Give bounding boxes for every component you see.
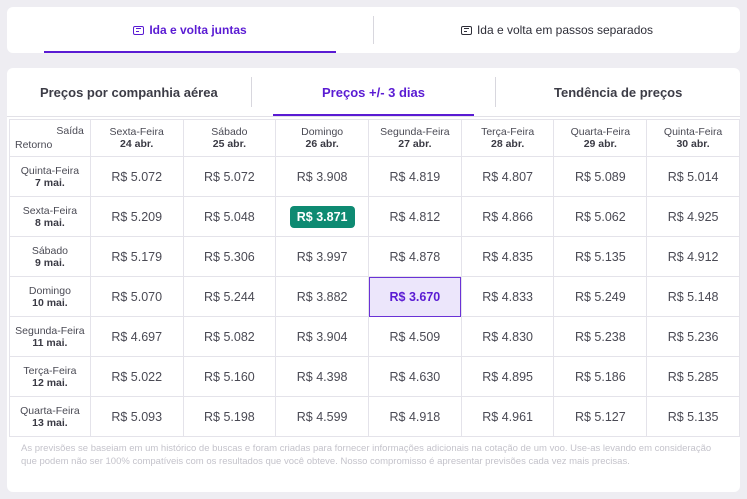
price-cell[interactable]: R$ 4.925 — [646, 196, 740, 237]
price-cell[interactable]: R$ 5.082 — [182, 316, 277, 357]
tab-prices-plus-minus-3-days[interactable]: Preços +/- 3 dias — [252, 68, 496, 116]
tab-round-trip-together[interactable]: Ida e volta juntas — [7, 7, 373, 53]
best-price-badge: R$ 3.871 — [289, 205, 355, 228]
table-row: Domingo 10 mai. R$ 5.070 R$ 5.244 R$ 3.882 R$… — [9, 276, 740, 317]
price-cell[interactable]: R$ 5.070 — [89, 276, 184, 317]
price-view-tabs: Preços por companhia aérea Preços +/- 3 … — [7, 68, 740, 117]
price-cell[interactable]: R$ 5.285 — [646, 356, 740, 397]
departure-date-header: Quarta-Feira 29 abr. — [553, 119, 648, 157]
return-date-header: Terça-Feira 12 mai. — [9, 356, 91, 397]
price-panel: Preços por companhia aérea Preços +/- 3 … — [7, 68, 740, 492]
price-cell[interactable]: R$ 5.306 — [182, 236, 277, 277]
price-cell[interactable]: R$ 3.908 — [275, 156, 370, 197]
price-cell[interactable]: R$ 5.238 — [553, 316, 648, 357]
return-date-header: Sábado 9 mai. — [9, 236, 91, 277]
selected-price-cell[interactable]: R$ 3.670 — [368, 276, 462, 317]
price-cell[interactable]: R$ 5.244 — [182, 276, 277, 317]
price-cell[interactable]: R$ 4.833 — [460, 276, 555, 317]
tab-price-trend[interactable]: Tendência de preços — [554, 84, 683, 100]
tab-prices-by-airline[interactable]: Preços por companhia aérea — [39, 84, 218, 100]
ticket-icon — [133, 25, 145, 35]
departure-date-header: Sábado 25 abr. — [182, 119, 277, 157]
table-row: Quinta-Feira 7 mai. R$ 5.072 R$ 5.072 R$ 3.9… — [9, 156, 740, 197]
departure-date-header: Domingo 26 abr. — [275, 119, 370, 157]
price-cell[interactable]: R$ 3.904 — [275, 316, 370, 357]
divider — [373, 16, 374, 44]
price-cell[interactable]: R$ 5.048 — [182, 196, 277, 237]
best-price-cell[interactable]: R$ 3.871 — [275, 196, 370, 237]
price-cell[interactable]: R$ 4.835 — [460, 236, 555, 277]
price-cell[interactable]: R$ 4.830 — [460, 316, 555, 357]
departure-date-header: Sexta-Feira 24 abr. — [89, 119, 184, 157]
price-cell[interactable]: R$ 5.198 — [182, 396, 277, 437]
price-cell[interactable]: R$ 5.072 — [89, 156, 184, 197]
price-cell[interactable]: R$ 4.697 — [89, 316, 184, 357]
return-axis-label: Retorno — [15, 139, 53, 151]
departure-date-header: Terça-Feira 28 abr. — [460, 119, 555, 157]
tab-label: Ida e volta em passos separados — [476, 23, 654, 37]
price-grid: Saída Retorno Sexta-Feira 24 abr. Sábado 2… — [9, 119, 740, 437]
trip-mode-tabs: Ida e volta juntas Ida e volta em passos… — [7, 7, 740, 53]
price-cell[interactable]: R$ 5.089 — [553, 156, 648, 197]
price-cell[interactable]: R$ 5.014 — [646, 156, 740, 197]
tab-round-trip-separate[interactable]: Ida e volta em passos separados — [374, 7, 740, 53]
price-cell[interactable]: R$ 5.209 — [89, 196, 184, 237]
price-cell[interactable]: R$ 5.186 — [553, 356, 648, 397]
price-cell[interactable]: R$ 4.398 — [275, 356, 370, 397]
price-cell[interactable]: R$ 3.882 — [275, 276, 370, 317]
header-row: Saída Retorno Sexta-Feira 24 abr. Sábado 2… — [9, 119, 740, 157]
table-row: Terça-Feira 12 mai. R$ 5.022 R$ 5.160 R$ 4.3… — [9, 356, 740, 397]
price-cell[interactable]: R$ 5.093 — [89, 396, 184, 437]
price-cell[interactable]: R$ 5.127 — [553, 396, 648, 437]
price-cell[interactable]: R$ 4.912 — [646, 236, 740, 277]
price-cell[interactable]: R$ 4.807 — [460, 156, 555, 197]
price-cell[interactable]: R$ 4.599 — [275, 396, 370, 437]
price-cell[interactable]: R$ 4.819 — [368, 156, 462, 197]
price-cell[interactable]: R$ 4.812 — [368, 196, 462, 237]
table-row: Sexta-Feira 8 mai. R$ 5.209 R$ 5.048 R$ 3.87… — [9, 196, 740, 237]
price-cell[interactable]: R$ 4.509 — [368, 316, 462, 357]
price-cell[interactable]: R$ 5.179 — [89, 236, 184, 277]
divider — [250, 77, 252, 107]
price-cell[interactable]: R$ 5.135 — [646, 396, 740, 437]
price-cell[interactable]: R$ 4.866 — [460, 196, 555, 237]
table-row: Quarta-Feira 13 mai. R$ 5.093 R$ 5.198 R$ 4.… — [9, 396, 740, 437]
price-cell[interactable]: R$ 5.135 — [553, 236, 648, 277]
price-cell[interactable]: R$ 5.022 — [89, 356, 184, 397]
price-cell[interactable]: R$ 4.961 — [460, 396, 555, 437]
price-cell[interactable]: R$ 4.918 — [368, 396, 462, 437]
price-cell[interactable]: R$ 5.062 — [553, 196, 648, 237]
price-cell[interactable]: R$ 3.997 — [275, 236, 370, 277]
ticket-icon — [460, 25, 472, 35]
divider — [495, 77, 497, 107]
return-date-header: Quarta-Feira 13 mai. — [9, 396, 91, 437]
departure-date-header: Segunda-Feira 27 abr. — [368, 119, 462, 157]
return-date-header: Segunda-Feira 11 mai. — [9, 316, 91, 357]
departure-date-header: Quinta-Feira 30 abr. — [646, 119, 740, 157]
price-cell[interactable]: R$ 5.249 — [553, 276, 648, 317]
forecast-disclaimer: As previsões se baseiam em um histórico … — [21, 443, 712, 467]
table-row: Sábado 9 mai. R$ 5.179 R$ 5.306 R$ 3.997 R$ 4… — [9, 236, 740, 277]
price-cell[interactable]: R$ 4.630 — [368, 356, 462, 397]
return-date-header: Sexta-Feira 8 mai. — [9, 196, 91, 237]
tab-label: Ida e volta juntas — [149, 23, 247, 37]
table-row: Segunda-Feira 11 mai. R$ 4.697 R$ 5.082 R$ 3… — [9, 316, 740, 357]
price-cell[interactable]: R$ 5.072 — [182, 156, 277, 197]
return-date-header: Quinta-Feira 7 mai. — [9, 156, 91, 197]
price-cell[interactable]: R$ 4.878 — [368, 236, 462, 277]
price-cell[interactable]: R$ 5.160 — [182, 356, 277, 397]
price-cell[interactable]: R$ 5.148 — [646, 276, 740, 317]
price-cell[interactable]: R$ 4.895 — [460, 356, 555, 397]
price-cell[interactable]: R$ 5.236 — [646, 316, 740, 357]
price-grid-body: Quinta-Feira 7 mai. R$ 5.072 R$ 5.072 R$ 3.9… — [9, 156, 740, 437]
return-date-header: Domingo 10 mai. — [9, 276, 91, 317]
grid-corner: Saída Retorno — [9, 119, 91, 157]
departure-axis-label: Saída — [56, 125, 84, 137]
